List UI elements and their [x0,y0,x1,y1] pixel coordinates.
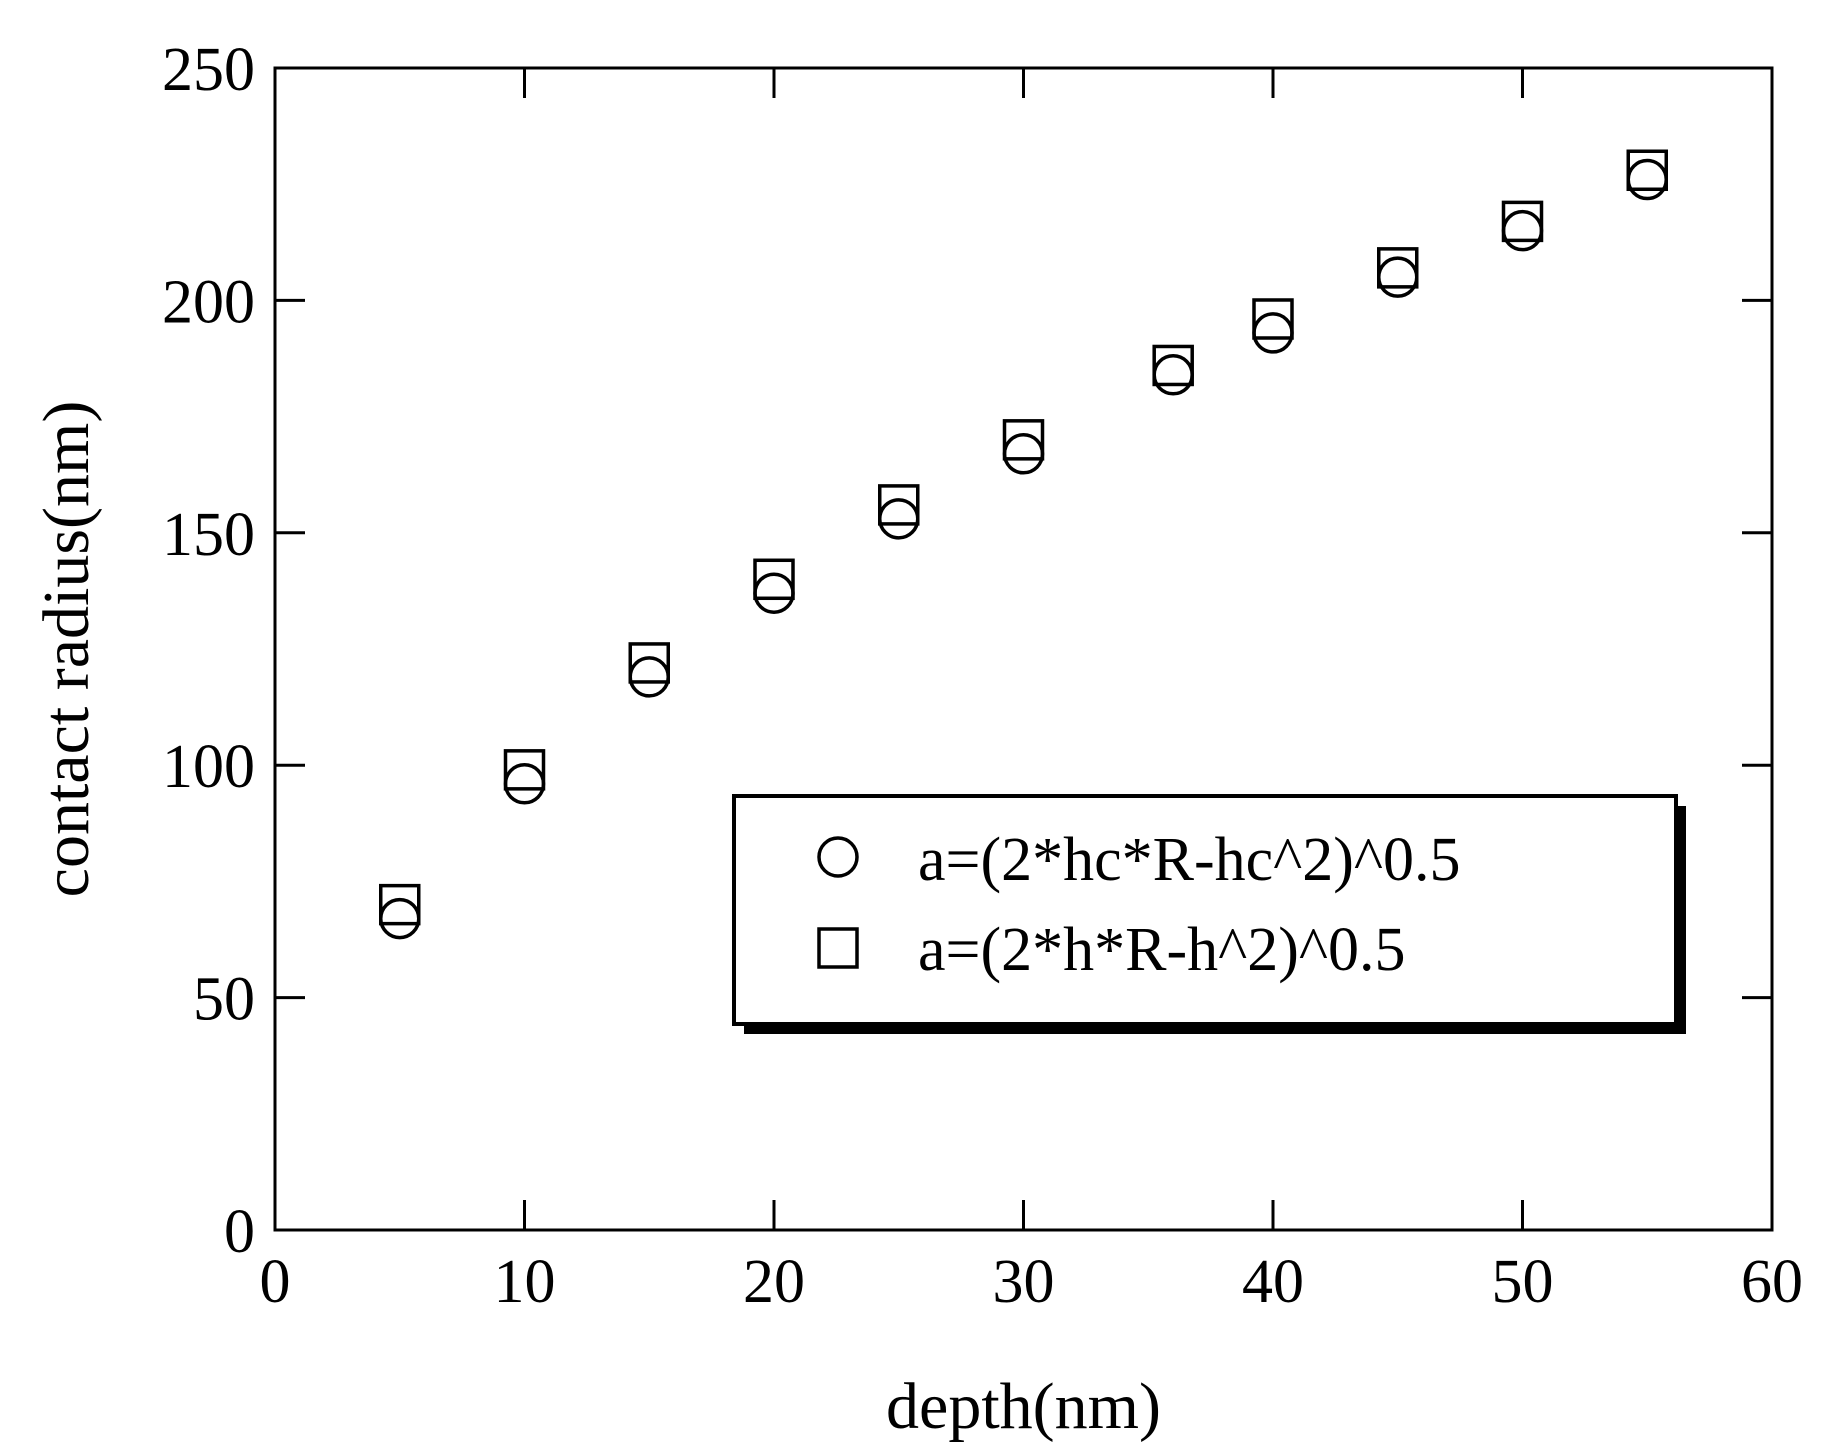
x-tick-label: 20 [743,1248,805,1316]
data-point-square [628,642,670,684]
data-point-circle [1252,312,1294,354]
data-point-circle [878,498,920,540]
data-point-square [1626,149,1668,192]
data-point-circle [628,656,670,698]
data-point-circle [1626,158,1668,201]
data-point-circle [503,763,546,805]
legend-circle-marker [817,836,859,878]
x-tick-label: 50 [1492,1248,1554,1316]
legend-square-marker [817,927,859,969]
legend: a=(2*hc*R-hc^2)^0.5 a=(2*h*R-h^2)^0.5 [732,794,1686,1034]
x-tick-label: 30 [993,1248,1055,1316]
legend-label-circle: a=(2*hc*R-hc^2)^0.5 [918,826,1461,894]
x-tick-label: 60 [1741,1248,1803,1316]
y-tick-label: 0 [224,1198,255,1266]
data-point-square [503,749,546,791]
y-tick-label: 50 [193,966,255,1034]
legend-label-square: a=(2*h*R-h^2)^0.5 [918,916,1405,984]
data-point-circle [1501,209,1544,252]
x-tick-label: 0 [260,1248,291,1316]
y-tick-label: 100 [162,733,255,801]
data-point-square [1377,247,1419,289]
data-point-circle [1152,354,1194,396]
legend-box [732,794,1678,1026]
data-point-circle [753,572,795,614]
x-axis-title: depth(nm) [886,1370,1161,1443]
y-axis-title: contact radius(nm) [30,401,103,898]
plot-frame [273,66,1774,1232]
data-point-square [878,484,920,526]
data-point-square [1252,298,1294,340]
y-tick-label: 200 [162,268,255,336]
data-point-circle [1002,433,1045,475]
data-point-square [379,883,421,926]
y-tick-label: 150 [162,501,255,569]
data-point-square [1002,419,1045,461]
data-point-square [1152,344,1194,387]
data-point-circle [1377,256,1419,298]
x-tick-label: 10 [494,1248,556,1316]
data-point-square [753,558,795,601]
data-point-square [1501,200,1544,243]
x-tick-label: 40 [1242,1248,1304,1316]
axes-layer: 0 10 20 30 40 50 60 0 50 100 150 200 250 depth(nm) con… [30,36,1803,1443]
y-tick-label: 250 [162,36,255,104]
marks-layer [379,149,1668,940]
data-point-circle [379,897,421,940]
